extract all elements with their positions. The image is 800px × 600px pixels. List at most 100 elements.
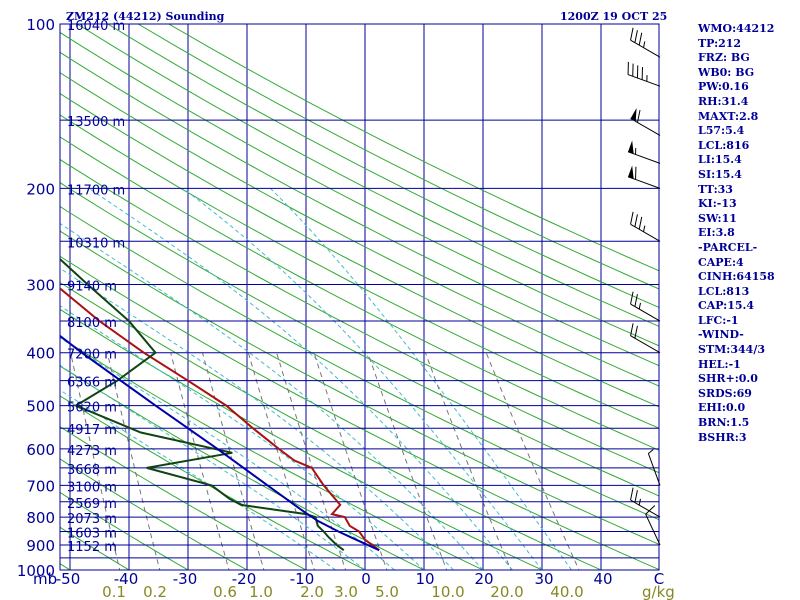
barb-half-flag xyxy=(648,449,654,454)
moist-adiabat xyxy=(60,267,454,570)
moist-adiabat xyxy=(60,337,395,570)
barb-staff xyxy=(630,118,661,136)
height-label: 2569 m xyxy=(67,497,117,512)
barb-staff xyxy=(630,303,661,322)
barb-staff xyxy=(645,513,661,546)
pressure-label: 100 xyxy=(26,16,55,34)
height-label: 3100 m xyxy=(67,480,117,495)
pressure-label: 300 xyxy=(26,277,55,295)
height-label: 4273 m xyxy=(67,444,117,459)
barb-flag xyxy=(630,487,634,501)
stat-item: STM:344/3 xyxy=(698,343,765,357)
stat-item: HEL:-1 xyxy=(698,357,741,371)
barb-staff xyxy=(630,39,661,58)
height-label: 13500 m xyxy=(67,115,125,130)
temperature-tick-label: 40 xyxy=(593,570,612,588)
pressure-label: 700 xyxy=(26,477,55,495)
stat-item: EHI:0.0 xyxy=(698,401,746,415)
mixing-ratio-line xyxy=(247,352,315,570)
wind-barb xyxy=(630,487,661,518)
dry-adiabat xyxy=(60,158,659,474)
stat-item: SHR+:0.0 xyxy=(698,372,758,386)
mixing-ratio-line xyxy=(170,352,230,570)
barb-pennant xyxy=(630,108,637,122)
barb-flag xyxy=(636,109,641,123)
pressure-label: 400 xyxy=(26,345,55,363)
chart-title: ZM212 (44212) Sounding xyxy=(66,10,225,23)
stat-item: LI:15.4 xyxy=(698,153,742,167)
stat-item: FRZ: BG xyxy=(698,51,750,65)
mixing-ratio-line xyxy=(313,352,388,570)
stat-item: CAPE:4 xyxy=(698,255,744,269)
stat-item: LCL:816 xyxy=(698,138,750,152)
wind-barb xyxy=(647,449,661,486)
wind-barb xyxy=(630,291,661,322)
temperature-tick-label: -10 xyxy=(290,570,315,588)
parcel-profile xyxy=(60,334,380,552)
mixing-ratio-tick-label: 10.0 xyxy=(431,583,464,600)
mixing-ratio-tick-label: 0.2 xyxy=(143,583,167,600)
barb-flag xyxy=(634,30,638,43)
dry-adiabat xyxy=(60,72,659,387)
mixing-ratio-tick-label: 3.0 xyxy=(334,583,358,600)
mixing-ratio-line xyxy=(485,352,580,570)
mixing-ratio-line xyxy=(106,352,161,570)
temperature-tick-label: -50 xyxy=(56,570,81,588)
mixing-ratio-line xyxy=(276,352,347,570)
temperature-tick-label: 20 xyxy=(474,570,493,588)
barb-staff xyxy=(630,335,661,354)
height-label: 9140 m xyxy=(67,280,117,295)
barb-flag xyxy=(634,294,638,307)
stat-item: WB0: BG xyxy=(698,65,755,79)
barb-flag xyxy=(634,490,638,503)
mixing-ratio-tick-label: 1.0 xyxy=(249,583,273,600)
stat-item: TT:33 xyxy=(698,182,733,196)
stat-item: CAP:15.4 xyxy=(698,299,755,313)
height-label: 4917 m xyxy=(67,423,117,438)
mixing-ratio-tick-label: 2.0 xyxy=(300,583,324,600)
barb-flag xyxy=(634,214,638,227)
stat-item: L57:5.4 xyxy=(698,124,745,138)
wind-barb xyxy=(630,323,661,354)
dewpoint-profile xyxy=(60,257,345,552)
moist-adiabat xyxy=(182,188,543,570)
pressure-label: 900 xyxy=(26,537,55,555)
stat-item: KI:-13 xyxy=(698,197,737,211)
dry-adiabat xyxy=(60,114,659,429)
mixing-ratio-line xyxy=(424,352,512,570)
wind-barb xyxy=(630,211,661,242)
stat-item: PW:0.16 xyxy=(698,80,749,94)
barb-half-flag xyxy=(638,302,641,310)
pressure-label: 200 xyxy=(26,180,55,198)
dry-adiabat xyxy=(60,182,659,497)
stat-item: LCL:813 xyxy=(698,284,750,298)
height-label: 11700 m xyxy=(67,183,125,198)
stat-item: SRDS:69 xyxy=(698,386,752,400)
height-label: 8100 m xyxy=(67,316,117,331)
barb-flag xyxy=(630,291,634,305)
dry-adiabat xyxy=(60,136,659,451)
dry-adiabat xyxy=(60,365,425,570)
pressure-label: 600 xyxy=(26,441,55,459)
temperature-tick-label: -20 xyxy=(232,570,257,588)
stat-item: RH:31.4 xyxy=(698,94,749,108)
pressure-label: 1000 xyxy=(17,562,55,580)
height-label: 1603 m xyxy=(67,526,117,541)
wind-barb xyxy=(627,61,661,87)
mixing-ratio-tick-label: 40.0 xyxy=(550,583,583,600)
stat-item: SW:11 xyxy=(698,211,737,225)
dry-adiabat xyxy=(107,24,659,308)
plot-frame xyxy=(59,23,660,571)
mixing-ratio-tick-label: 0.6 xyxy=(213,583,237,600)
barb-pennant xyxy=(628,140,634,154)
height-label: 3668 m xyxy=(67,463,117,478)
temperature-tick-label: -30 xyxy=(173,570,198,588)
barb-flag xyxy=(634,325,638,339)
temperature-profile xyxy=(60,287,380,552)
height-label: 7200 m xyxy=(67,348,117,363)
height-label: 1152 m xyxy=(67,540,117,555)
chart-valid-time: 1200Z 19 OCT 25 xyxy=(560,10,667,23)
stat-item: -PARCEL- xyxy=(698,240,758,254)
mixing-ratio-line xyxy=(70,352,121,570)
